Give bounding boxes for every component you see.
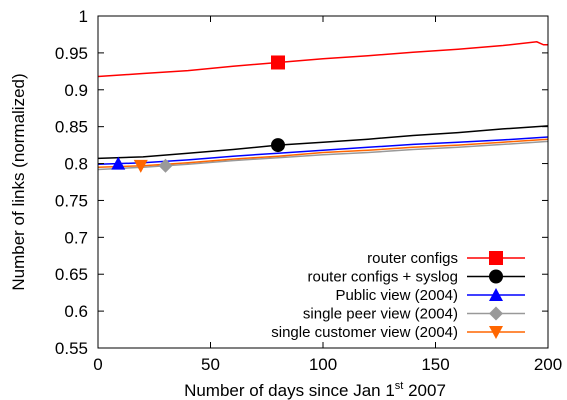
x-tick-label: 200 [534,355,562,374]
series-marker-router-configs-syslog [271,138,285,153]
y-tick-label: 0.7 [64,228,88,247]
legend-label-public-view-2004: Public view (2004) [335,287,458,304]
series-line-public-view-2004 [97,136,549,166]
legend-marker-single-customer-view-2004 [489,326,503,339]
y-tick-label: 1 [79,7,88,26]
plot-area [97,41,549,173]
x-axis-title-sup: st [395,380,404,392]
y-tick-label: 0.9 [64,81,88,100]
y-tick-label: 0.85 [55,118,88,137]
series-marker-router-configs [271,55,285,70]
axes: 0 50 100 150 200 0.55 0.6 0.65 0.7 0.75 0.8 0.85 0.9… [55,7,562,374]
y-tick-label: 0.75 [55,191,88,210]
series-line-router-configs [97,41,548,78]
x-axis-title-tail: 2007 [403,381,446,400]
x-tick-label: 150 [421,355,449,374]
y-tick-label: 0.55 [55,339,88,358]
x-tick-label: 50 [201,355,220,374]
y-tick-label: 0.65 [55,265,88,284]
legend-marker-single-peer-view-2004 [489,306,503,321]
legend-marker-router-configs-syslog [489,269,503,284]
series-line-router-configs-syslog [97,125,549,160]
legend-label-single-peer-view-2004: single peer view (2004) [303,306,458,323]
series-marker-single-customer-view-2004 [133,159,148,173]
y-tick-label: 0.8 [64,155,88,174]
y-tick-label: 0.95 [55,44,88,63]
series-line-single-peer-view-2004 [97,140,549,171]
series-marker-public-view-2004 [111,156,126,170]
x-tick-label: 0 [93,355,102,374]
plot-frame [97,15,549,349]
legend-marker-public-view-2004 [489,288,503,301]
x-axis-title: Number of days since Jan 1st 2007 [184,380,446,400]
legend-marker-router-configs [489,251,503,265]
series-marker-single-peer-view-2004 [158,158,173,173]
legend-label-single-customer-view-2004: single customer view (2004) [271,324,458,341]
legend-label-router-configs-syslog: router configs + syslog [308,269,459,286]
legend: router configs router configs + syslogPub… [271,250,525,341]
x-tick-label: 100 [309,355,337,374]
series-line-single-customer-view-2004 [97,138,549,168]
legend-label-router-configs: router configs [367,250,458,267]
y-axis-title: Number of links (normalized) [9,73,28,290]
y-tick-label: 0.6 [64,302,88,321]
x-axis-title-main: Number of days since Jan 1 [184,381,395,400]
